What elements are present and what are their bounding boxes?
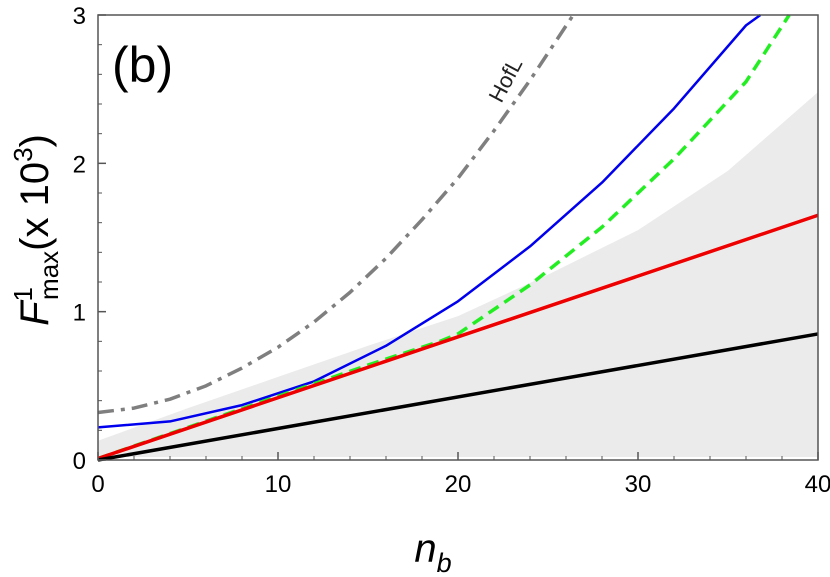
x-axis-label-sub: b: [437, 548, 452, 577]
shaded-region: [98, 92, 818, 458]
y-axis-label-scale-open: (x 10: [13, 162, 57, 251]
y-axis-label-sup: 1: [8, 287, 38, 301]
y-tick-label: 0: [73, 448, 86, 475]
series-line-0: [97, 14, 575, 415]
x-tick-label: 0: [91, 471, 104, 498]
x-tick-label: 40: [805, 471, 830, 498]
y-axis-label-scale-sup: 3: [8, 147, 38, 161]
series-line-1: [97, 13, 762, 429]
y-axis-label: F1max(x 103): [8, 134, 64, 326]
series-line-4: [97, 332, 819, 462]
y-axis-ticks: 0 1 2 3: [73, 3, 106, 475]
x-tick-label: 20: [445, 471, 472, 498]
series-layer: [97, 13, 819, 462]
panel-label: (b): [112, 37, 173, 93]
shaded-region-layer: [98, 92, 818, 458]
y-tick-label: 3: [73, 3, 86, 30]
x-tick-label: 10: [265, 471, 292, 498]
y-tick-label: 2: [73, 151, 86, 178]
y-tick-label: 1: [73, 300, 86, 327]
y-axis-label-main: F: [13, 299, 57, 326]
x-tick-label: 30: [625, 471, 652, 498]
x-axis-ticks: 0 10 20 30 40: [91, 452, 830, 498]
x-axis-label: nb: [414, 527, 451, 577]
x-axis-label-main: n: [414, 527, 436, 571]
y-axis-label-scale-close: ): [13, 134, 57, 147]
annotation-hofl: HofL: [484, 54, 528, 107]
series-line-3: [97, 213, 819, 461]
y-axis-label-sub: max: [34, 251, 64, 300]
